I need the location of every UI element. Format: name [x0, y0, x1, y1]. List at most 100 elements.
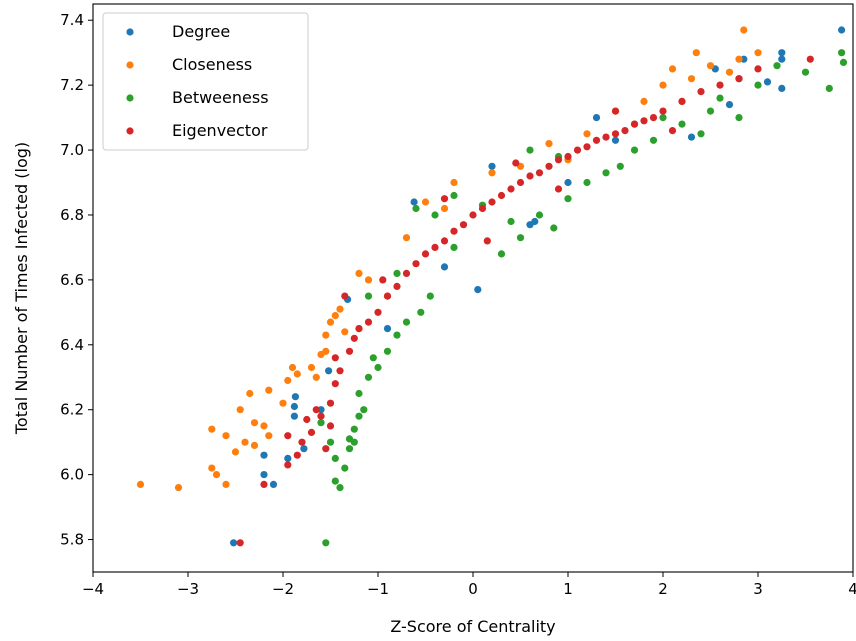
point-closeness	[754, 49, 762, 57]
point-closeness	[307, 363, 316, 372]
point-betweeness	[535, 211, 544, 219]
point-betweeness	[630, 146, 639, 154]
legend-marker-betweeness	[126, 94, 134, 102]
legend: Degree Closeness Betweeness Eigenvector	[102, 12, 309, 151]
point-degree	[488, 162, 496, 170]
point-closeness	[136, 480, 145, 488]
y-tick-label: 5.8	[60, 531, 84, 549]
point-degree	[260, 471, 268, 479]
point-betweeness	[326, 438, 335, 446]
point-closeness	[265, 386, 273, 394]
point-eigenvector	[602, 133, 610, 141]
point-betweeness	[450, 243, 458, 251]
point-eigenvector	[526, 172, 534, 180]
point-eigenvector	[697, 88, 705, 96]
point-eigenvector	[355, 325, 363, 333]
x-axis: −4 −3 −2 −1 0 1 2 3 4	[82, 572, 856, 598]
point-eigenvector	[488, 198, 496, 206]
point-closeness	[692, 49, 700, 57]
point-degree	[592, 114, 601, 122]
point-closeness	[341, 328, 349, 336]
point-eigenvector	[331, 380, 339, 388]
point-closeness	[421, 198, 430, 206]
y-tick-label: 6.0	[60, 466, 84, 484]
point-eigenvector	[402, 269, 411, 277]
point-betweeness	[516, 234, 525, 242]
point-betweeness	[649, 136, 658, 144]
point-betweeness	[697, 130, 705, 138]
point-closeness	[725, 68, 734, 76]
point-degree	[778, 49, 786, 57]
point-eigenvector	[317, 412, 325, 420]
point-eigenvector	[592, 136, 601, 144]
y-tick-label: 6.2	[60, 401, 84, 419]
point-eigenvector	[564, 152, 572, 161]
legend-marker-degree	[126, 28, 134, 36]
point-eigenvector	[312, 406, 320, 414]
legend-marker-eigenvector	[126, 127, 134, 135]
point-eigenvector	[611, 130, 620, 138]
point-closeness	[260, 422, 268, 430]
point-eigenvector	[469, 211, 477, 219]
point-degree	[531, 217, 539, 226]
point-eigenvector	[573, 146, 582, 154]
legend-label-closeness: Closeness	[172, 55, 252, 74]
point-eigenvector	[383, 292, 392, 300]
point-closeness	[279, 399, 287, 407]
x-tick-label: −1	[367, 580, 389, 598]
point-eigenvector	[659, 107, 667, 115]
point-closeness	[331, 312, 339, 320]
point-betweeness	[659, 114, 667, 122]
point-degree	[325, 367, 333, 375]
point-eigenvector	[621, 127, 629, 135]
point-closeness	[336, 305, 344, 313]
point-betweeness	[754, 81, 762, 89]
x-tick-label: −3	[177, 580, 199, 598]
point-eigenvector	[545, 162, 553, 170]
point-betweeness	[345, 445, 354, 453]
point-eigenvector	[326, 399, 335, 407]
point-betweeness	[350, 425, 358, 433]
point-closeness	[293, 370, 301, 378]
point-closeness	[246, 389, 254, 398]
point-betweeness	[678, 120, 686, 128]
legend-label-betweeness: Betweeness	[172, 88, 269, 107]
point-closeness	[450, 178, 458, 187]
point-degree	[474, 286, 482, 294]
point-betweeness	[369, 354, 377, 362]
point-eigenvector	[611, 107, 620, 115]
y-tick-label: 7.4	[60, 11, 84, 29]
point-closeness	[222, 432, 230, 440]
point-degree	[383, 325, 392, 333]
x-axis-label: Z-Score of Centrality	[390, 617, 555, 636]
point-closeness	[687, 75, 696, 83]
point-betweeness	[773, 62, 781, 70]
point-betweeness	[393, 269, 401, 277]
point-eigenvector	[440, 237, 449, 245]
legend-marker-closeness	[126, 61, 134, 69]
point-eigenvector	[640, 117, 648, 125]
point-betweeness	[426, 292, 434, 300]
point-eigenvector	[678, 97, 686, 105]
point-betweeness	[364, 373, 373, 381]
point-degree	[284, 454, 292, 462]
point-degree	[260, 451, 268, 459]
point-betweeness	[364, 292, 373, 300]
point-eigenvector	[236, 539, 244, 547]
point-betweeness	[402, 318, 411, 326]
y-tick-label: 6.6	[60, 271, 84, 289]
x-tick-label: 2	[658, 580, 668, 598]
point-closeness	[668, 65, 677, 73]
point-degree	[440, 263, 449, 271]
point-betweeness	[345, 435, 354, 443]
point-closeness	[402, 234, 411, 242]
point-closeness	[640, 97, 648, 105]
point-betweeness	[431, 211, 439, 219]
point-eigenvector	[341, 292, 349, 300]
point-eigenvector	[440, 195, 449, 203]
point-betweeness	[317, 419, 325, 427]
point-eigenvector	[393, 282, 401, 290]
point-degree	[687, 133, 696, 141]
point-closeness	[231, 448, 240, 456]
point-betweeness	[336, 484, 344, 492]
